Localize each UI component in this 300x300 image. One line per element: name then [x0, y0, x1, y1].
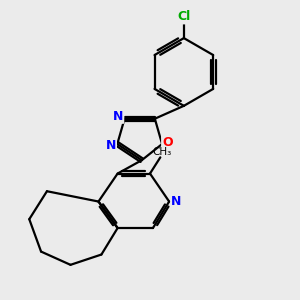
Text: O: O: [162, 136, 173, 149]
Text: N: N: [113, 110, 123, 123]
Text: N: N: [106, 139, 116, 152]
Text: CH₃: CH₃: [152, 147, 171, 157]
Text: N: N: [171, 195, 182, 208]
Text: Cl: Cl: [177, 11, 190, 23]
